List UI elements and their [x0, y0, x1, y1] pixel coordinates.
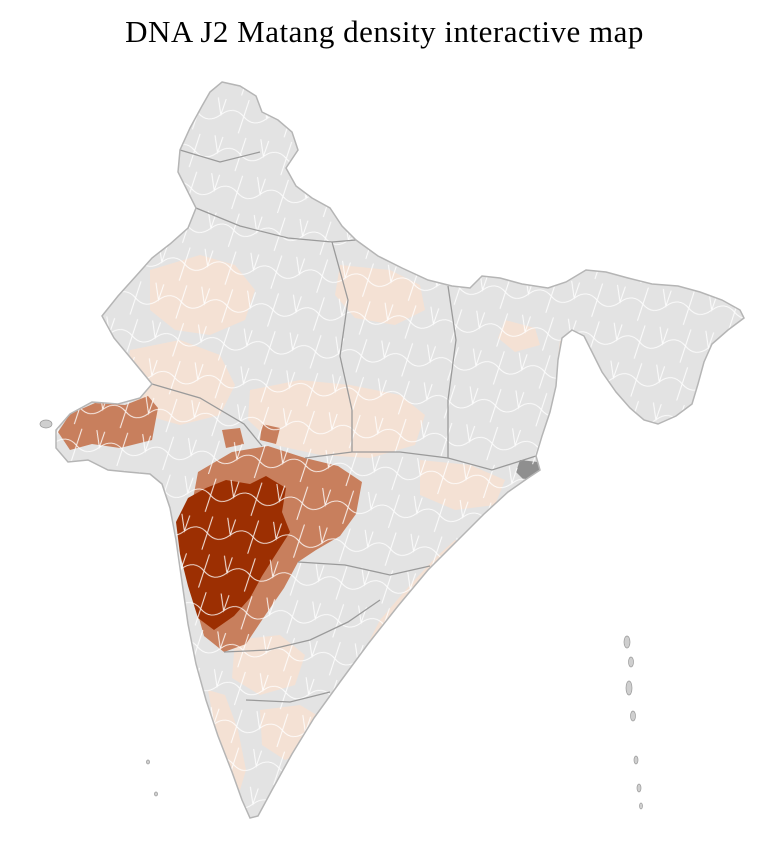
lakshadweep-islands[interactable]: [39, 419, 158, 797]
andaman-nicobar-islands[interactable]: [623, 635, 643, 810]
india-outline: [55, 81, 745, 819]
map-title: DNA J2 Matang density interactive map: [125, 14, 644, 49]
state-borders: [151, 149, 537, 703]
